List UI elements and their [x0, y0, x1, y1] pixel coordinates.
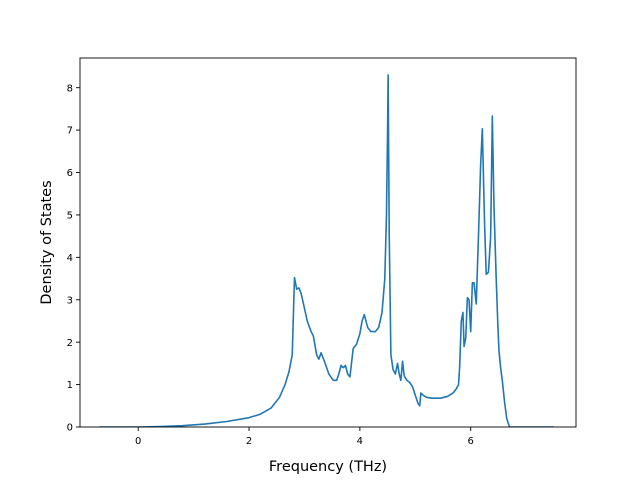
dos-series-line — [99, 74, 554, 427]
y-tick-label: 2 — [67, 338, 73, 349]
y-tick-label: 0 — [67, 423, 73, 434]
y-tick-label: 7 — [67, 126, 73, 137]
y-tick-label: 5 — [67, 211, 73, 222]
y-axis-label: Density of States — [39, 180, 55, 304]
y-tick-label: 4 — [67, 253, 73, 264]
x-axis-label: Frequency (THz) — [269, 459, 387, 475]
y-tick-label: 1 — [67, 380, 73, 391]
x-tick-label: 4 — [357, 436, 363, 447]
axes-frame — [79, 57, 577, 428]
y-tick-label: 6 — [67, 168, 73, 179]
x-tick-label: 0 — [135, 436, 141, 447]
axes: 0 2 4 6 0 1 2 3 4 5 6 7 8 — [67, 57, 577, 447]
x-tick-label: 2 — [246, 436, 252, 447]
y-tick-label: 8 — [67, 83, 73, 94]
x-tick-label: 6 — [468, 436, 474, 447]
plot-area — [99, 74, 554, 427]
y-tick-label: 3 — [67, 295, 73, 306]
